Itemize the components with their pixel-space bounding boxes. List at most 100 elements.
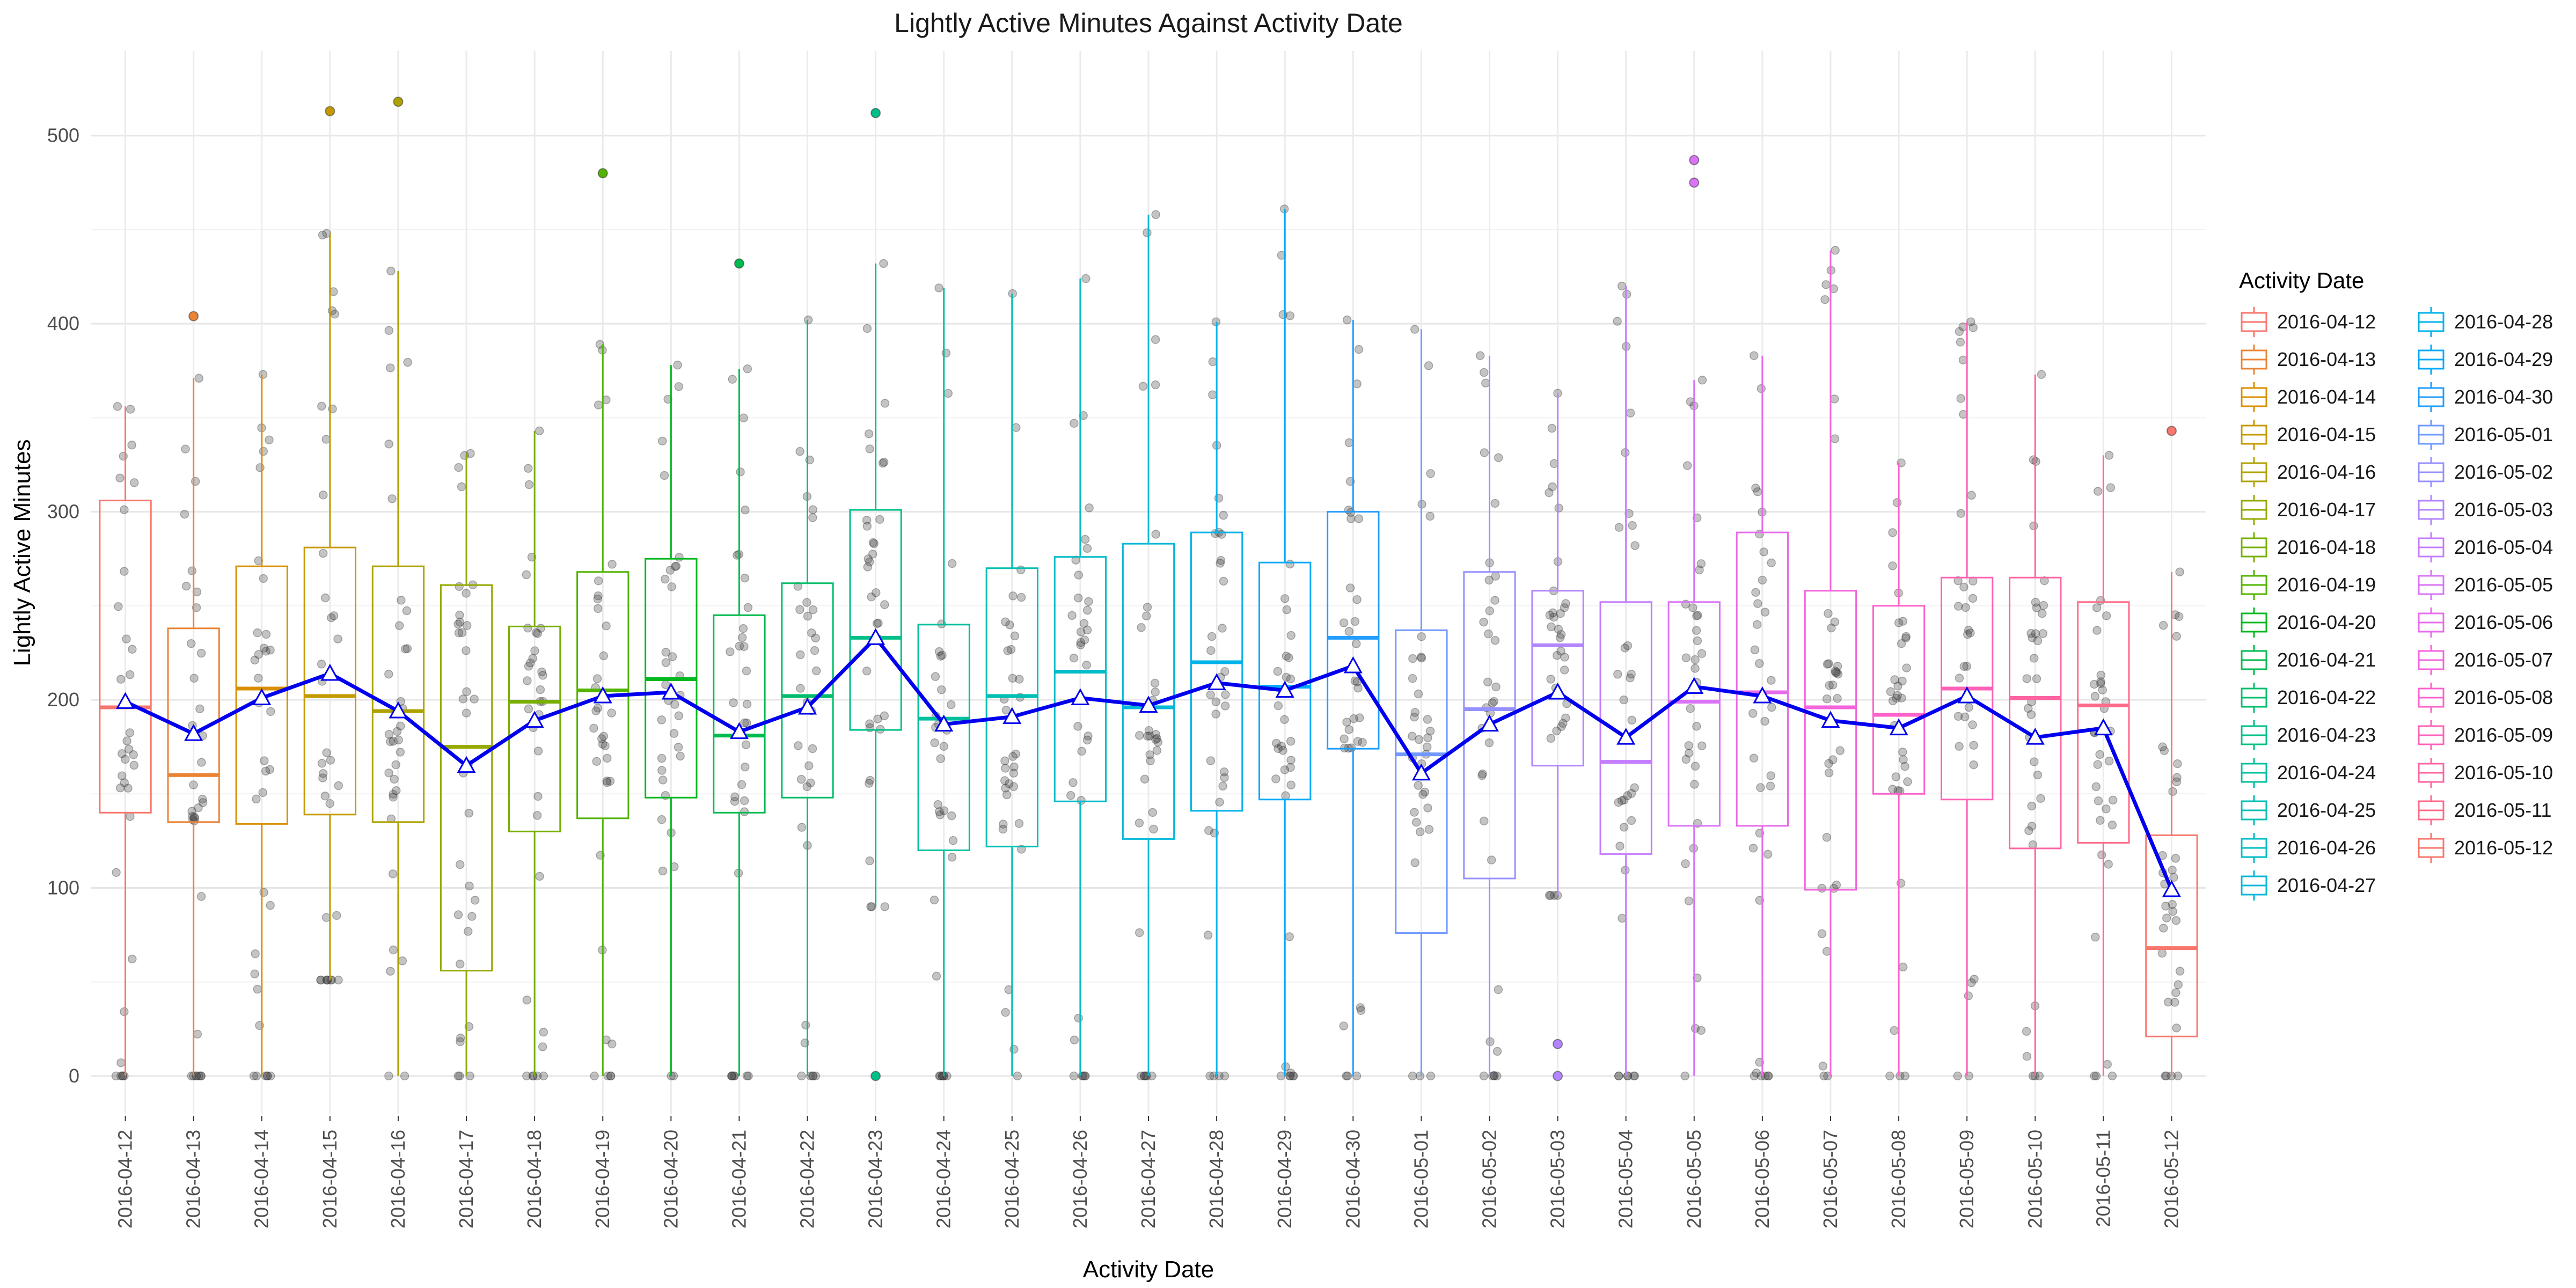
legend-label: 2016-04-13	[2277, 348, 2376, 370]
mean-marker	[1275, 680, 1294, 698]
jitter-point	[317, 401, 326, 411]
x-axis: 2016-04-12 2016-04-13 2016-04-14 2016-04-15…	[114, 1116, 2182, 1228]
mean-marker	[1548, 682, 1568, 700]
jitter-point	[1008, 591, 1018, 601]
jitter-point	[1748, 844, 1758, 853]
jitter-point	[868, 550, 877, 559]
jitter-point	[1016, 592, 1026, 602]
jitter-point	[674, 743, 683, 752]
jitter-point	[728, 1071, 737, 1081]
jitter-point	[1953, 602, 1963, 611]
jitter-point	[1425, 727, 1435, 736]
jitter-point	[594, 591, 603, 601]
jitter-point	[124, 744, 134, 754]
jitter-point	[797, 823, 807, 832]
jitter-point	[1010, 631, 1020, 641]
jitter-point	[1961, 603, 1970, 612]
jitter-point	[1009, 782, 1019, 791]
jitter-point	[470, 694, 479, 704]
jitter-point	[1084, 597, 1093, 606]
jitter-point	[740, 807, 749, 816]
jitter-point	[262, 1071, 272, 1081]
legend-label: 2016-04-15	[2277, 423, 2376, 445]
x-tick-label: 2016-04-21	[728, 1130, 750, 1228]
jitter-point	[2033, 770, 2043, 780]
jitter-point	[2035, 1071, 2044, 1081]
jitter-point	[192, 603, 201, 612]
jitter-point	[1831, 668, 1840, 677]
jitter-point	[660, 574, 670, 584]
jitter-point	[263, 1071, 272, 1081]
jitter-point	[1084, 731, 1093, 741]
jitter-point	[112, 868, 121, 877]
x-tick-label: 2016-04-26	[1069, 1130, 1091, 1228]
jitter-point	[2172, 1023, 2181, 1033]
jitter-point	[2038, 629, 2048, 638]
jitter-point	[1690, 762, 1700, 771]
jitter-point	[730, 792, 740, 802]
jitter-point	[1617, 281, 1627, 291]
jitter-point	[386, 737, 395, 747]
jitter-point	[1141, 611, 1151, 620]
jitter-point	[1692, 611, 1701, 620]
boxplot	[1190, 321, 1243, 1076]
legend-item: 2016-04-12	[2241, 307, 2376, 337]
jitter-point	[181, 444, 190, 453]
jitter-point	[1070, 419, 1079, 428]
jitter-point	[1206, 690, 1215, 699]
jitter-point	[1561, 599, 1570, 608]
jitter-point	[334, 975, 343, 985]
jitter-point	[2031, 629, 2040, 638]
jitter-point	[1692, 626, 1701, 635]
jitter-point	[181, 581, 191, 591]
jitter-point	[1219, 511, 1228, 520]
mean-marker	[252, 688, 272, 706]
jitter-point	[120, 567, 129, 576]
jitter-point	[1206, 646, 1216, 655]
jitter-point	[1145, 750, 1154, 759]
jitter-point	[1490, 596, 1499, 605]
jitter-point	[455, 960, 465, 969]
jitter-point	[1410, 325, 1419, 334]
boxplot	[1872, 463, 1926, 1076]
boxplot	[1804, 250, 1857, 1076]
x-tick-label: 2016-05-11	[2092, 1130, 2114, 1227]
jitter-point	[1692, 513, 1702, 523]
jitter-point	[1681, 653, 1691, 662]
jitter-point	[1340, 734, 1349, 743]
jitter-point	[727, 1071, 736, 1081]
jitter-point	[743, 603, 753, 612]
jitter-point	[879, 457, 889, 467]
jitter-point	[470, 896, 480, 905]
jitter-point	[1353, 737, 1363, 746]
boxplot	[371, 97, 425, 1076]
outlier-point	[188, 311, 199, 321]
jitter-point	[126, 405, 135, 414]
jitter-point	[1757, 384, 1766, 393]
jitter-point	[1824, 768, 1834, 778]
jitter-point	[1959, 582, 1968, 592]
jitter-point	[2157, 948, 2167, 958]
jitter-point	[125, 670, 135, 679]
jitter-point	[1960, 712, 1970, 722]
mean-marker	[729, 722, 749, 740]
jitter-point	[1766, 781, 1775, 791]
x-tick-label: 2016-04-30	[1342, 1130, 1364, 1228]
jitter-point	[1082, 660, 1091, 670]
jitter-point	[2158, 621, 2168, 630]
mean-line	[115, 628, 2182, 897]
jitter-point	[1350, 676, 1360, 686]
jitter-point	[1487, 855, 1496, 865]
jitter-point	[187, 566, 197, 575]
jitter-point	[1885, 1071, 1894, 1081]
boxplot	[167, 311, 220, 1076]
jitter-point	[1423, 715, 1432, 724]
jitter-point	[1767, 702, 1776, 712]
outlier-point	[2166, 426, 2177, 436]
jitter-point	[457, 482, 466, 492]
jitter-point	[592, 757, 601, 766]
jitter-point	[2171, 916, 2181, 925]
jitter-point	[1693, 611, 1702, 620]
boxplot	[303, 106, 357, 980]
jitter-point	[1686, 704, 1695, 713]
